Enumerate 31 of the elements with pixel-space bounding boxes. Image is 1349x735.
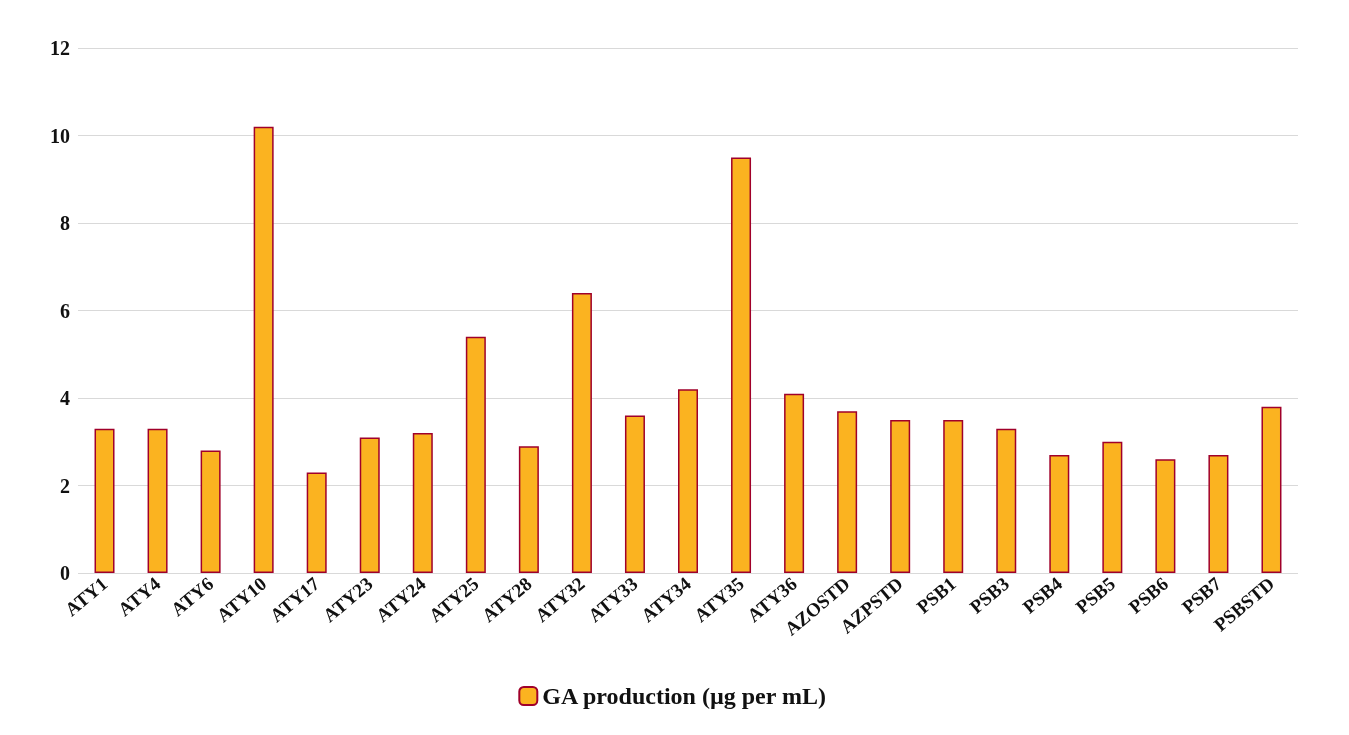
- bar: [943, 419, 964, 573]
- y-tick-label: 10: [50, 124, 70, 147]
- bar: [1155, 459, 1176, 573]
- bar: [253, 126, 274, 573]
- bar: [306, 472, 327, 573]
- y-tick-label: 12: [50, 37, 70, 59]
- bar: [518, 446, 539, 573]
- bar: [359, 437, 380, 573]
- bar: [624, 415, 645, 573]
- bar: [784, 393, 805, 573]
- y-tick-label: 2: [60, 474, 70, 497]
- bar: [1261, 406, 1282, 573]
- bar: [996, 428, 1017, 573]
- bar: [200, 450, 221, 573]
- bar: [1208, 454, 1229, 573]
- bar: [1102, 441, 1123, 573]
- bar: [678, 389, 698, 573]
- bar: [465, 336, 486, 573]
- bar: [837, 411, 858, 573]
- y-tick-label: 8: [60, 212, 70, 234]
- y-tick-label: 4: [60, 387, 70, 409]
- legend-label: GA production (µg per mL): [542, 683, 826, 709]
- bar: [571, 293, 592, 573]
- bar: [147, 428, 168, 573]
- bar: [412, 433, 433, 573]
- bar: [731, 157, 752, 573]
- y-tick-label: 6: [60, 299, 70, 322]
- y-tick-label: 0: [60, 562, 70, 584]
- bar: [1049, 454, 1070, 573]
- bar: [890, 419, 911, 573]
- bar: [94, 428, 115, 573]
